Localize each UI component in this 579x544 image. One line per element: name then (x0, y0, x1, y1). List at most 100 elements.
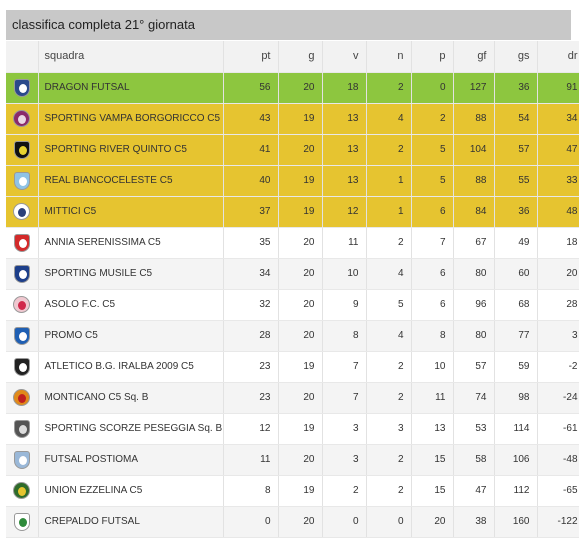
stat-pt: 23 (223, 351, 279, 383)
logo-emblem (18, 517, 27, 527)
table-row[interactable]: ANNIA SERENISSIMA C5 35 20 11 2 7 67 49 18 (6, 227, 579, 259)
stat-gf: 53 (453, 413, 495, 445)
team-name[interactable]: SPORTING VAMPA BORGORICCO C5 (38, 103, 224, 135)
stat-gf: 88 (453, 103, 495, 135)
stat-dr: -122 (537, 506, 579, 538)
stat-n: 2 (366, 72, 412, 104)
stat-n: 2 (366, 351, 412, 383)
table-row[interactable]: ASOLO F.C. C5 32 20 9 5 6 96 68 28 (6, 289, 579, 321)
team-name[interactable]: FUTSAL POSTIOMA (38, 444, 224, 476)
logo-emblem (18, 145, 27, 155)
stat-dr: 47 (537, 134, 579, 166)
stat-p: 15 (411, 444, 454, 476)
stat-g: 20 (278, 320, 323, 352)
table-row[interactable]: CREPALDO FUTSAL 0 20 0 0 20 38 160 -122 (6, 506, 579, 538)
stat-n: 4 (366, 258, 412, 290)
table-row[interactable]: MONTICANO C5 Sq. B 23 20 7 2 11 74 98 -24 (6, 382, 579, 414)
asolo-logo-icon (13, 296, 31, 313)
stat-pt: 40 (223, 165, 279, 197)
table-row[interactable]: PROMO C5 28 20 8 4 8 80 77 3 (6, 320, 579, 352)
team-logo-cell (6, 103, 39, 135)
team-name[interactable]: CREPALDO FUTSAL (38, 506, 224, 538)
logo-emblem (18, 301, 27, 310)
stat-v: 13 (322, 165, 367, 197)
header-gs[interactable]: gs (494, 41, 538, 73)
stat-pt: 23 (223, 382, 279, 414)
stat-pt: 32 (223, 289, 279, 321)
stat-gf: 38 (453, 506, 495, 538)
header-squadra[interactable]: squadra (38, 41, 224, 73)
annia-logo-icon (13, 233, 30, 252)
table-row[interactable]: MITTICI C5 37 19 12 1 6 84 36 48 (6, 196, 579, 228)
header-g[interactable]: g (278, 41, 323, 73)
team-name[interactable]: MONTICANO C5 Sq. B (38, 382, 224, 414)
stat-gf: 80 (453, 258, 495, 290)
team-logo-cell (6, 72, 39, 104)
team-name[interactable]: ANNIA SERENISSIMA C5 (38, 227, 224, 259)
stat-g: 20 (278, 289, 323, 321)
stat-dr: 28 (537, 289, 579, 321)
table-row[interactable]: UNION EZZELINA C5 8 19 2 2 15 47 112 -65 (6, 475, 579, 507)
team-name[interactable]: REAL BIANCOCELESTE C5 (38, 165, 224, 197)
stat-gf: 47 (453, 475, 495, 507)
vampa-logo-icon (13, 110, 31, 127)
table-row[interactable]: DRAGON FUTSAL 56 20 18 2 0 127 36 91 (6, 72, 579, 104)
stat-g: 19 (278, 351, 323, 383)
header-v[interactable]: v (322, 41, 367, 73)
team-name[interactable]: ATLETICO B.G. IRALBA 2009 C5 (38, 351, 224, 383)
team-name[interactable]: UNION EZZELINA C5 (38, 475, 224, 507)
table-row[interactable]: REAL BIANCOCELESTE C5 40 19 13 1 5 88 55 33 (6, 165, 579, 197)
table-row[interactable]: SPORTING VAMPA BORGORICCO C5 43 19 13 4 2 88 54… (6, 103, 579, 135)
stat-gs: 36 (494, 72, 538, 104)
logo-emblem (18, 455, 27, 465)
table-row[interactable]: SPORTING RIVER QUINTO C5 41 20 13 2 5 104 57 47 (6, 134, 579, 166)
team-logo-cell (6, 351, 39, 383)
team-name[interactable]: SPORTING MUSILE C5 (38, 258, 224, 290)
stat-gs: 77 (494, 320, 538, 352)
team-logo-cell (6, 165, 39, 197)
header-gf[interactable]: gf (453, 41, 495, 73)
stat-p: 20 (411, 506, 454, 538)
team-name[interactable]: MITTICI C5 (38, 196, 224, 228)
river-logo-icon (13, 140, 30, 159)
header-n[interactable]: n (366, 41, 412, 73)
stat-n: 1 (366, 165, 412, 197)
logo-emblem (18, 269, 27, 279)
stat-dr: 33 (537, 165, 579, 197)
stat-p: 11 (411, 382, 454, 414)
team-name[interactable]: SPORTING SCORZE PESEGGIA Sq. B (38, 413, 224, 445)
standings-widget: classifica completa 21° giornata squadra… (6, 10, 579, 538)
standings-table: squadra pt g v n p gf gs dr DRAGON FUTSA… (6, 41, 579, 538)
team-name[interactable]: DRAGON FUTSAL (38, 72, 224, 104)
team-name[interactable]: ASOLO F.C. C5 (38, 289, 224, 321)
header-p[interactable]: p (411, 41, 454, 73)
table-row[interactable]: FUTSAL POSTIOMA 11 20 3 2 15 58 106 -48 (6, 444, 579, 476)
stat-dr: 20 (537, 258, 579, 290)
stat-v: 3 (322, 444, 367, 476)
stat-n: 5 (366, 289, 412, 321)
scorze-logo-icon (13, 419, 30, 438)
stat-gs: 98 (494, 382, 538, 414)
stat-g: 19 (278, 196, 323, 228)
stat-g: 19 (278, 103, 323, 135)
table-row[interactable]: ATLETICO B.G. IRALBA 2009 C5 23 19 7 2 10 57 59… (6, 351, 579, 383)
atletico-logo-icon (13, 357, 30, 376)
team-name[interactable]: PROMO C5 (38, 320, 224, 352)
stat-g: 20 (278, 134, 323, 166)
header-pt[interactable]: pt (223, 41, 279, 73)
stat-v: 8 (322, 320, 367, 352)
stat-gs: 112 (494, 475, 538, 507)
stat-p: 0 (411, 72, 454, 104)
stat-gs: 55 (494, 165, 538, 197)
stat-gs: 68 (494, 289, 538, 321)
stat-g: 20 (278, 72, 323, 104)
team-logo-cell (6, 227, 39, 259)
team-name[interactable]: SPORTING RIVER QUINTO C5 (38, 134, 224, 166)
stat-v: 3 (322, 413, 367, 445)
header-row: squadra pt g v n p gf gs dr (6, 41, 579, 73)
table-row[interactable]: SPORTING SCORZE PESEGGIA Sq. B 12 19 3 3 13 53… (6, 413, 579, 445)
table-row[interactable]: SPORTING MUSILE C5 34 20 10 4 6 80 60 20 (6, 258, 579, 290)
stat-g: 19 (278, 413, 323, 445)
header-dr[interactable]: dr (537, 41, 579, 73)
stat-n: 2 (366, 444, 412, 476)
